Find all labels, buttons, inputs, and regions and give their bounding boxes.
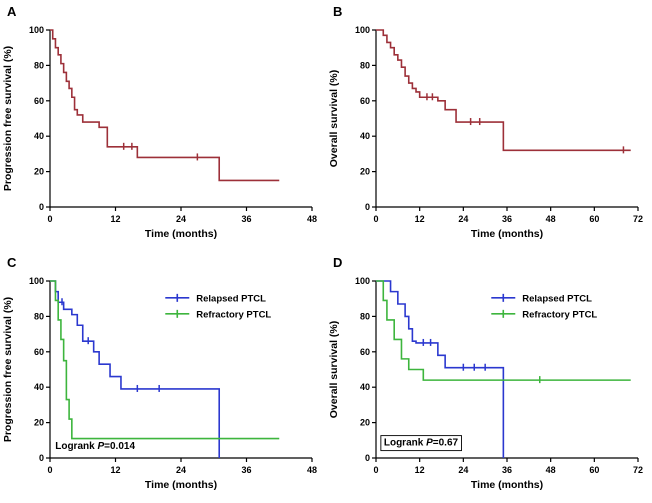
x-tick-label: 48 (307, 465, 317, 475)
x-axis-title: Time (months) (471, 479, 543, 491)
x-tick-label: 0 (47, 465, 52, 475)
y-tick-label: 20 (360, 418, 370, 428)
legend-label-relapsed-ptcl: Relapsed PTCL (522, 293, 592, 304)
legend: Relapsed PTCL Refractory PTCL (165, 293, 271, 320)
x-axis-title: Time (months) (471, 228, 543, 240)
x-tick-label: 12 (110, 465, 120, 475)
panel-C: C 0 12 24 36 48 0 20 40 60 80 100 Time (months) Prog… (0, 251, 326, 502)
y-tick-label: 100 (355, 276, 370, 286)
legend-label-refractory-ptcl: Refractory PTCL (522, 309, 597, 320)
panel-D: D 0 12 24 36 48 60 72 0 20 40 60 80 100 Time (months)… (326, 251, 652, 502)
y-tick-label: 80 (34, 60, 44, 70)
x-tick-label: 24 (458, 465, 468, 475)
x-tick-label: 12 (415, 465, 425, 475)
y-tick-label: 80 (360, 60, 370, 70)
y-tick-label: 20 (34, 167, 44, 177)
x-tick-label: 36 (502, 214, 512, 224)
x-tick-label: 48 (546, 214, 556, 224)
axes (46, 29, 313, 211)
annotation-box (380, 435, 462, 452)
x-tick-label: 24 (176, 214, 186, 224)
km-curve-refractory-ptcl (50, 280, 280, 440)
y-tick-label: 0 (39, 453, 44, 463)
x-axis-title: Time (months) (145, 228, 217, 240)
y-tick-label: 40 (360, 382, 370, 392)
y-tick-label: 40 (34, 382, 44, 392)
x-tick-label: 36 (241, 214, 251, 224)
x-tick-label: 12 (110, 214, 120, 224)
km-plot-os-by-group: 0 12 24 36 48 60 72 0 20 40 60 80 100 Time (months) Ov… (328, 276, 643, 491)
panel-A: A 0 12 24 36 48 0 20 40 60 80 100 Time (months) Prog… (0, 0, 326, 251)
y-tick-label: 80 (34, 311, 44, 321)
logrank-annotation: Logrank P=0.67 (384, 438, 459, 449)
x-tick-label: 0 (373, 465, 378, 475)
y-tick-label: 0 (365, 453, 370, 463)
panel-label-B: B (333, 4, 343, 19)
km-plot-os-all: 0 12 24 36 48 60 72 0 20 40 60 80 100 Time (months) Ov… (328, 25, 643, 240)
panel-label-C: C (7, 255, 17, 270)
x-tick-label: 12 (415, 214, 425, 224)
x-tick-label: 0 (47, 214, 52, 224)
y-tick-label: 60 (34, 347, 44, 357)
panel-B: B 0 12 24 36 48 60 72 0 20 40 60 80 100 Time (months)… (326, 0, 652, 251)
km-curve-series (50, 29, 280, 182)
y-tick-label: 100 (29, 276, 44, 286)
km-plot-pfs-all: 0 12 24 36 48 0 20 40 60 80 100 Time (months) Progre… (2, 25, 317, 240)
km-curve-relapsed-ptcl (50, 280, 221, 458)
legend: Relapsed PTCL Refractory PTCL (491, 293, 597, 320)
x-tick-label: 48 (307, 214, 317, 224)
axes (46, 280, 313, 462)
y-tick-label: 40 (34, 131, 44, 141)
logrank-annotation: Logrank P=0.014 (55, 441, 135, 452)
y-tick-label: 60 (360, 96, 370, 106)
km-plot-pfs-by-group: 0 12 24 36 48 0 20 40 60 80 100 Time (months) Progre… (2, 276, 317, 491)
x-tick-label: 36 (241, 465, 251, 475)
panel-label-D: D (333, 255, 343, 270)
y-axis-title: Overall survival (%) (328, 70, 340, 167)
km-curve-relapsed-ptcl (376, 280, 505, 458)
x-tick-label: 48 (546, 465, 556, 475)
y-tick-label: 100 (29, 25, 44, 35)
km-curve-series (376, 29, 631, 152)
y-tick-label: 0 (39, 202, 44, 212)
panel-label-A: A (7, 4, 17, 19)
x-tick-label: 60 (589, 465, 599, 475)
y-tick-label: 20 (360, 167, 370, 177)
x-tick-label: 36 (502, 465, 512, 475)
legend-label-refractory-ptcl: Refractory PTCL (196, 309, 271, 320)
y-tick-label: 20 (34, 418, 44, 428)
y-axis-title: Overall survival (%) (328, 321, 340, 418)
legend-label-relapsed-ptcl: Relapsed PTCL (196, 293, 266, 304)
y-tick-label: 60 (360, 347, 370, 357)
y-tick-label: 60 (34, 96, 44, 106)
axes (372, 29, 639, 211)
y-tick-label: 40 (360, 131, 370, 141)
axes (372, 280, 639, 462)
x-tick-label: 72 (633, 214, 643, 224)
y-axis-title: Progression free survival (%) (2, 46, 14, 191)
y-tick-label: 0 (365, 202, 370, 212)
y-tick-label: 80 (360, 311, 370, 321)
x-tick-label: 0 (373, 214, 378, 224)
x-tick-label: 72 (633, 465, 643, 475)
x-tick-label: 24 (458, 214, 468, 224)
km-curve-refractory-ptcl (376, 280, 631, 381)
x-tick-label: 60 (589, 214, 599, 224)
y-tick-label: 100 (355, 25, 370, 35)
y-axis-title: Progression free survival (%) (2, 297, 14, 442)
x-tick-label: 24 (176, 465, 186, 475)
x-axis-title: Time (months) (145, 479, 217, 491)
